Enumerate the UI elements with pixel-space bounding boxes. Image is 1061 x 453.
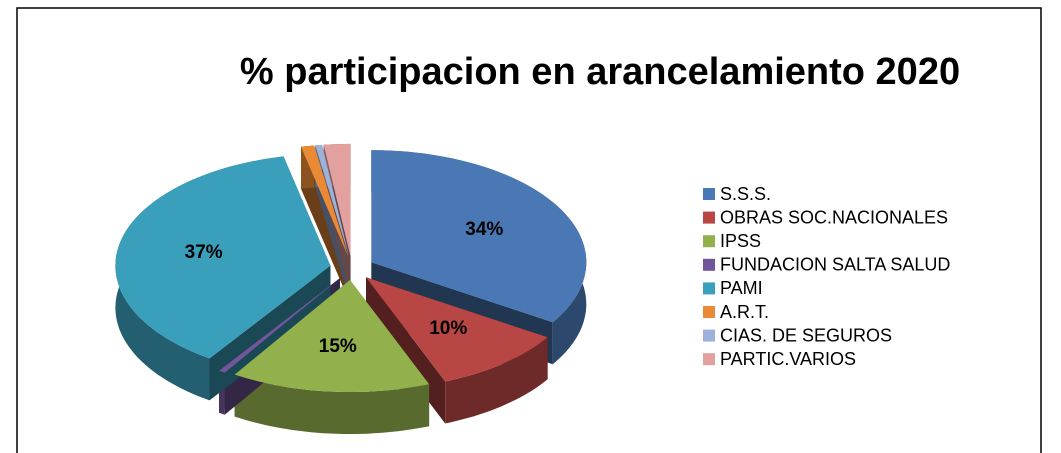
- data-labels: 34% 10% 15% 37%: [185, 219, 504, 357]
- legend-swatch: [703, 235, 715, 248]
- legend-label: FUNDACION SALTA SALUD: [720, 255, 950, 275]
- legend-swatch: [703, 211, 715, 224]
- legend-label: CIAS. DE SEGUROS: [720, 325, 892, 345]
- data-label: 10%: [429, 318, 467, 339]
- data-label: 37%: [185, 242, 223, 263]
- slice-side: [234, 374, 430, 434]
- slice: [301, 145, 348, 257]
- legend-label: S.S.S.: [720, 184, 771, 204]
- legend-label: A.R.T.: [720, 302, 769, 322]
- legend-swatch: [703, 258, 715, 271]
- legend-swatch: [703, 329, 715, 342]
- chart-title: % participacion en arancelamiento 2020: [240, 51, 960, 93]
- data-label: 34%: [465, 219, 503, 240]
- slice-side: [445, 337, 548, 424]
- legend-swatch: [703, 306, 715, 318]
- slice: [371, 150, 587, 323]
- slice: [219, 278, 340, 373]
- slice: [323, 143, 351, 256]
- legend-label: OBRAS SOC.NACIONALES: [720, 207, 948, 227]
- legend-label: IPSS: [720, 231, 761, 251]
- legend-label: PARTIC.VARIOS: [720, 349, 856, 369]
- data-label: 15%: [319, 336, 357, 357]
- legend-swatch: [703, 188, 715, 200]
- slice: [366, 277, 548, 382]
- legend-label: PAMI: [720, 278, 763, 298]
- slice: [115, 156, 331, 359]
- slice: [234, 280, 430, 392]
- legend-swatch: [703, 353, 715, 366]
- slice-tops: [115, 143, 587, 392]
- slice: [315, 144, 349, 256]
- legend-swatch: [703, 282, 715, 295]
